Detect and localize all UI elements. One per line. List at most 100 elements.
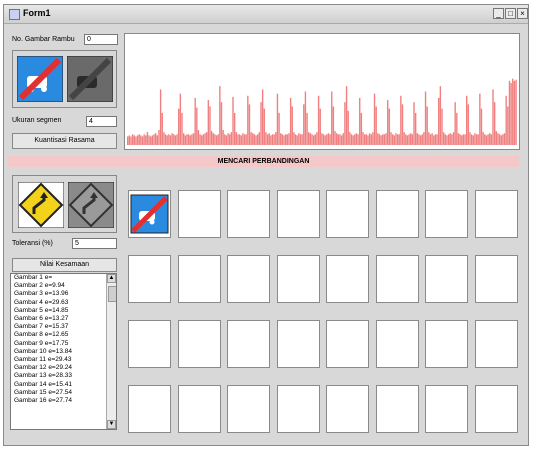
histogram-bar [232, 96, 234, 145]
no-gambar-input[interactable]: 0 [84, 34, 118, 45]
list-item[interactable]: Gambar 10 e=13.84 [14, 347, 72, 355]
histogram-bar [451, 134, 453, 145]
list-item[interactable]: Gambar 16 e=27.74 [14, 397, 72, 405]
histogram-bar [441, 108, 443, 145]
histogram-bar [370, 134, 372, 145]
histogram-bar [327, 133, 330, 145]
histogram-bar [265, 132, 267, 145]
histogram-bar [474, 133, 476, 145]
list-item[interactable]: Gambar 8 e=12.65 [14, 331, 69, 339]
list-item[interactable]: Gambar 7 e=15.37 [14, 323, 69, 331]
list-item[interactable]: Gambar 1 e= [14, 274, 53, 281]
result-cell [376, 385, 419, 433]
histogram-bar [410, 133, 412, 145]
histogram-bar [408, 134, 410, 145]
histogram-bar [133, 135, 135, 145]
maximize-button[interactable]: □ [505, 8, 516, 19]
histogram-bar [169, 135, 172, 145]
list-item[interactable]: Gambar 5 e=14.85 [14, 306, 69, 314]
histogram-bar [222, 130, 224, 145]
result-cell [277, 320, 320, 368]
histogram-bar [135, 136, 137, 145]
histogram-bar [335, 133, 338, 145]
query-gray-image [67, 56, 113, 102]
scroll-down-arrow[interactable]: ▼ [107, 420, 116, 429]
list-scrollbar[interactable]: ▲ ▼ [106, 274, 116, 429]
histogram-bar [261, 89, 264, 145]
list-item[interactable]: Gambar 9 e=17.75 [14, 339, 69, 347]
warning-sign-panel [12, 175, 117, 233]
histogram-bar [219, 86, 221, 145]
histogram-bar [418, 134, 420, 145]
histogram-bar [424, 91, 427, 145]
histogram-bar [281, 134, 284, 145]
histogram-bar [199, 134, 201, 145]
kuantisasi-button[interactable]: Kuantisasi Rasama [12, 133, 117, 149]
close-button[interactable]: × [517, 8, 528, 19]
list-item[interactable]: Gambar 11 e=29.43 [14, 356, 72, 364]
histogram-bar [314, 134, 316, 145]
result-list[interactable]: Gambar 1 e= Gambar 2 e=9.94 Gambar 3 e=13.… [10, 273, 117, 430]
histogram-bar [421, 134, 423, 145]
histogram-bar [227, 133, 229, 145]
histogram-bar [347, 110, 349, 145]
list-item[interactable]: Gambar 12 e=29.24 [14, 364, 72, 372]
histogram-bar [363, 134, 366, 145]
histogram-bar [489, 133, 491, 145]
scroll-thumb[interactable] [108, 286, 116, 302]
histogram-bar [309, 133, 312, 145]
result-cell [376, 255, 419, 303]
query-sign-image [17, 56, 63, 102]
histogram-bar [260, 102, 262, 145]
histogram-bar [176, 134, 178, 145]
list-item[interactable]: Gambar 15 e=27.54 [14, 388, 72, 396]
histogram-bar [467, 104, 470, 145]
result-cell [227, 385, 270, 433]
histogram-bar [342, 133, 344, 145]
histogram-bar [294, 134, 297, 145]
histogram-bar [380, 135, 382, 145]
list-item[interactable]: Gambar 6 e=13.27 [14, 315, 69, 323]
list-item[interactable]: Gambar 2 e=9.94 [14, 282, 65, 290]
histogram-bar [401, 104, 404, 145]
result-cell [376, 190, 419, 238]
histogram-bar [469, 132, 471, 145]
histogram-bar [168, 134, 170, 145]
histogram-bar [306, 112, 308, 145]
histogram-bar [247, 95, 249, 145]
histogram-bar [396, 134, 399, 145]
list-item[interactable]: Gambar 14 e=15.41 [14, 380, 72, 388]
histogram-bar [233, 112, 236, 145]
histogram-bar [181, 112, 183, 145]
ukuran-input[interactable]: 4 [86, 116, 117, 127]
list-item[interactable]: Gambar 13 e=28.33 [14, 372, 72, 380]
nilai-kesamaan-button[interactable]: Nilai Kesamaan [12, 258, 117, 272]
toleransi-input[interactable]: 5 [72, 238, 117, 249]
histogram-bar [252, 133, 254, 145]
scroll-up-arrow[interactable]: ▲ [107, 274, 116, 283]
histogram-bar [372, 132, 374, 145]
histogram-bar [459, 134, 461, 145]
histogram-bar [268, 133, 270, 145]
result-cell [425, 385, 468, 433]
list-item[interactable]: Gambar 3 e=13.96 [14, 290, 69, 298]
histogram-bar [204, 133, 206, 145]
list-item[interactable]: Gambar 4 e=29.63 [14, 298, 69, 306]
histogram-bar [148, 135, 150, 145]
histogram-bar [237, 134, 239, 145]
histogram-bar [280, 133, 282, 145]
histogram-bar [186, 134, 188, 145]
result-cell [475, 320, 518, 368]
minimize-button[interactable]: _ [493, 8, 504, 19]
histogram-bar [276, 93, 279, 145]
histogram-bar [242, 133, 244, 145]
histogram-bar [428, 132, 430, 145]
result-cell [128, 190, 171, 238]
histogram-bar [214, 134, 216, 145]
histogram-bar [291, 106, 293, 145]
histogram-bar [178, 108, 180, 145]
histogram-bar [423, 132, 425, 145]
histogram-bar [319, 108, 321, 145]
result-cell [178, 385, 221, 433]
histogram-bar [505, 95, 507, 145]
